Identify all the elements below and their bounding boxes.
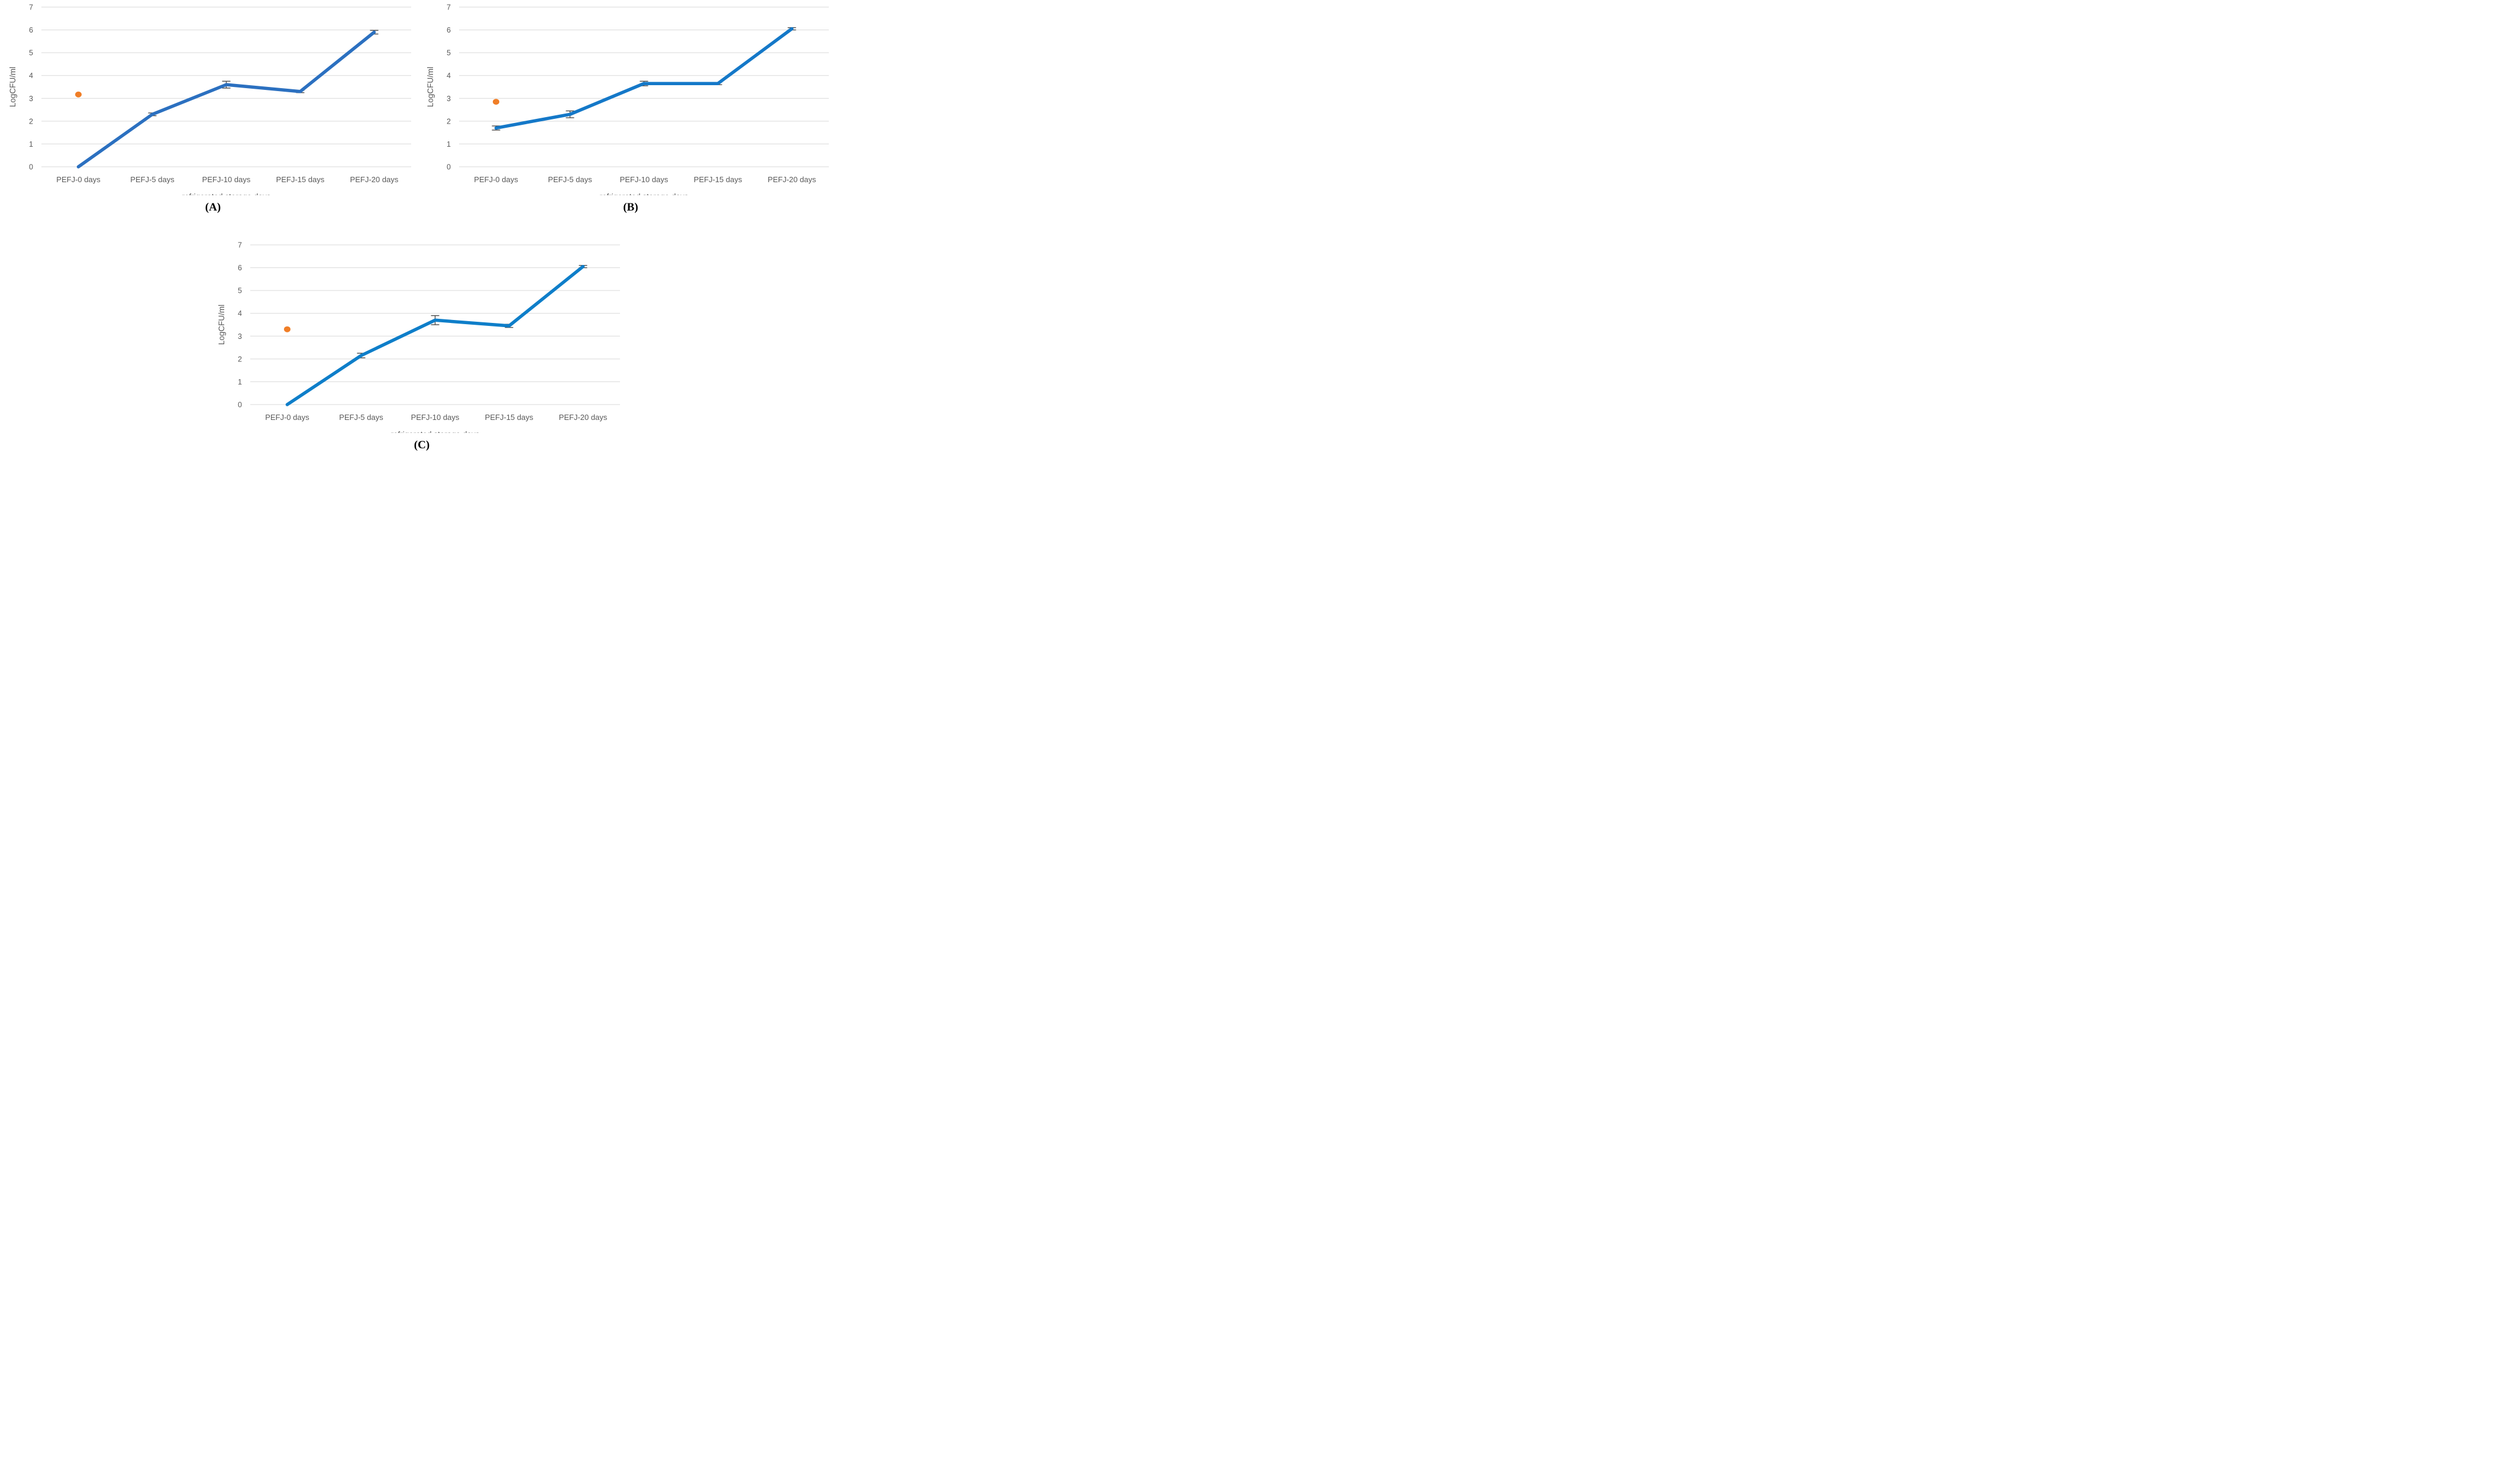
x-category-label: PEFJ-10 days xyxy=(411,413,460,422)
y-tick-label: 0 xyxy=(238,401,242,409)
y-tick-label: 1 xyxy=(238,378,242,386)
x-category-label: PEFJ-5 days xyxy=(130,175,175,184)
y-tick-label: 4 xyxy=(447,72,451,80)
x-category-label: PEFJ-0 days xyxy=(265,413,309,422)
y-tick-label: 2 xyxy=(238,355,242,363)
line-series xyxy=(285,264,585,406)
y-tick-label: 0 xyxy=(447,163,451,172)
y-tick-label: 3 xyxy=(29,95,33,103)
y-tick-label: 3 xyxy=(447,95,451,103)
chart-b-container: 0 1 2 3 4 5 6 7 PEFJ-0 days PEFJ-5 days PEFJ-10 da… xyxy=(424,0,835,225)
y-tick-label: 0 xyxy=(29,163,33,172)
x-category-label: PEFJ-20 days xyxy=(559,413,608,422)
x-category-label: PEFJ-5 days xyxy=(339,413,383,422)
pretreatment-dot xyxy=(493,99,499,105)
y-tick-label: 6 xyxy=(238,264,242,272)
y-tick-label: 1 xyxy=(447,140,451,148)
x-axis-title: refrigerated storage days xyxy=(599,192,688,195)
chart-a-plot: 0 1 2 3 4 5 6 7 PEFJ-0 days PEFJ-5 days PEFJ-10 da… xyxy=(8,4,411,195)
y-tick-label: 7 xyxy=(238,241,242,250)
x-category-label: PEFJ-20 days xyxy=(768,175,816,184)
chart-b-plot: 0 1 2 3 4 5 6 7 PEFJ-0 days PEFJ-5 days PEFJ-10 da… xyxy=(426,4,829,195)
y-tick-label: 2 xyxy=(447,117,451,125)
figure-page: 0 1 2 3 4 5 6 7 PEFJ-0 days PEFJ-5 days PEFJ-10 da… xyxy=(0,0,835,494)
y-tick-label: 5 xyxy=(447,49,451,57)
y-tick-label: 6 xyxy=(447,26,451,34)
y-tick-label: 3 xyxy=(238,332,242,341)
chart-b-caption: (B) xyxy=(623,201,638,214)
chart-c-plot: 0 1 2 3 4 5 6 7 PEFJ-0 days PEFJ-5 days PEFJ-10 da… xyxy=(217,241,620,433)
chart-a-caption: (A) xyxy=(205,201,221,214)
y-tick-label: 5 xyxy=(238,287,242,295)
x-category-label: PEFJ-15 days xyxy=(694,175,742,184)
y-tick-label: 1 xyxy=(29,140,33,148)
y-tick-label: 4 xyxy=(238,309,242,318)
pretreatment-dot xyxy=(75,91,82,98)
line-series xyxy=(494,27,794,130)
line-series xyxy=(76,30,376,169)
chart-c-caption: (C) xyxy=(414,439,430,451)
y-axis-title: LogCFU/ml xyxy=(426,67,435,107)
x-category-label: PEFJ-5 days xyxy=(548,175,592,184)
x-category-label: PEFJ-10 days xyxy=(620,175,669,184)
y-tick-label: 6 xyxy=(29,26,33,34)
x-category-label: PEFJ-0 days xyxy=(474,175,518,184)
x-category-label: PEFJ-0 days xyxy=(56,175,101,184)
x-category-label: PEFJ-10 days xyxy=(202,175,251,184)
x-axis-title: refrigerated storage days xyxy=(182,192,270,195)
x-category-label: PEFJ-20 days xyxy=(350,175,399,184)
y-tick-label: 7 xyxy=(29,4,33,12)
y-tick-label: 5 xyxy=(29,49,33,57)
chart-a-container: 0 1 2 3 4 5 6 7 PEFJ-0 days PEFJ-5 days PEFJ-10 da… xyxy=(6,0,420,225)
chart-c-container: 0 1 2 3 4 5 6 7 PEFJ-0 days PEFJ-5 days PEFJ-10 da… xyxy=(215,238,629,463)
y-tick-label: 4 xyxy=(29,72,33,80)
y-axis-title: LogCFU/ml xyxy=(8,67,17,107)
x-category-label: PEFJ-15 days xyxy=(485,413,534,422)
x-axis-title: refrigerated storage days xyxy=(390,430,479,433)
x-category-label: PEFJ-15 days xyxy=(276,175,325,184)
y-axis-title: LogCFU/ml xyxy=(217,305,226,345)
y-tick-label: 2 xyxy=(29,117,33,125)
pretreatment-dot xyxy=(284,326,290,332)
y-tick-label: 7 xyxy=(447,4,451,12)
